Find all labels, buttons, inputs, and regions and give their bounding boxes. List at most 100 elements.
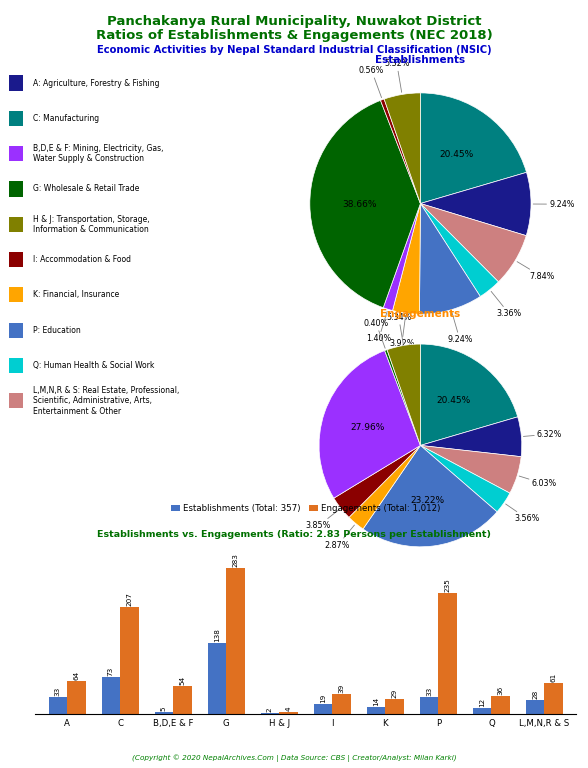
Text: 138: 138	[214, 628, 220, 642]
Legend: Establishments (Total: 357), Engagements (Total: 1,012): Establishments (Total: 357), Engagements…	[168, 501, 444, 516]
Text: 19: 19	[320, 694, 326, 703]
Text: 12: 12	[479, 698, 485, 707]
Text: B,D,E & F: Mining, Electricity, Gas,
Water Supply & Construction: B,D,E & F: Mining, Electricity, Gas, Wat…	[33, 144, 163, 164]
Bar	[9, 287, 24, 303]
Wedge shape	[383, 204, 420, 310]
Text: 235: 235	[445, 578, 450, 592]
Bar	[9, 75, 24, 91]
Text: 33: 33	[426, 687, 432, 696]
Text: 27.96%: 27.96%	[350, 422, 385, 432]
Wedge shape	[420, 445, 521, 493]
Text: K: Financial, Insurance: K: Financial, Insurance	[33, 290, 119, 300]
Text: 20.45%: 20.45%	[440, 151, 474, 159]
Wedge shape	[420, 204, 499, 296]
Text: 0.56%: 0.56%	[359, 66, 385, 98]
Bar	[9, 146, 24, 161]
Wedge shape	[420, 344, 517, 445]
Bar	[9, 252, 24, 267]
Text: P: Education: P: Education	[33, 326, 81, 335]
Title: Engagements: Engagements	[380, 309, 460, 319]
Bar	[420, 697, 438, 714]
Text: 73: 73	[108, 667, 114, 676]
Text: L,M,N,R & S: Real Estate, Professional,
Scientific, Administrative, Arts,
Entert: L,M,N,R & S: Real Estate, Professional, …	[33, 386, 179, 415]
Bar	[9, 217, 24, 232]
Text: 3.56%: 3.56%	[506, 504, 540, 524]
Text: 61: 61	[551, 673, 557, 682]
Wedge shape	[419, 204, 480, 314]
Text: 0.40%: 0.40%	[363, 319, 389, 348]
Text: Ratios of Establishments & Engagements (NEC 2018): Ratios of Establishments & Engagements (…	[96, 29, 492, 42]
Bar	[260, 713, 279, 714]
Bar	[279, 712, 298, 714]
Text: Economic Activities by Nepal Standard Industrial Classification (NSIC): Economic Activities by Nepal Standard In…	[96, 45, 492, 55]
Text: 29: 29	[392, 689, 397, 698]
Bar	[173, 687, 192, 714]
Bar	[120, 607, 139, 714]
Text: 7.84%: 7.84%	[517, 262, 554, 281]
Bar	[314, 704, 332, 714]
Wedge shape	[387, 344, 420, 445]
Text: Panchakanya Rural Municipality, Nuwakot District: Panchakanya Rural Municipality, Nuwakot …	[107, 15, 481, 28]
Text: C: Manufacturing: C: Manufacturing	[33, 114, 99, 123]
Bar	[526, 700, 544, 714]
Bar	[544, 683, 563, 714]
Bar	[473, 708, 492, 714]
Text: 4: 4	[286, 707, 292, 711]
Text: 20.45%: 20.45%	[437, 396, 471, 406]
Text: 3.85%: 3.85%	[306, 509, 339, 530]
Wedge shape	[310, 101, 420, 308]
Text: 28: 28	[532, 690, 538, 699]
Bar	[385, 700, 404, 714]
Text: (Copyright © 2020 NepalArchives.Com | Data Source: CBS | Creator/Analyst: Milan : (Copyright © 2020 NepalArchives.Com | Da…	[132, 754, 456, 762]
Wedge shape	[420, 172, 531, 236]
Text: 283: 283	[232, 553, 239, 568]
Wedge shape	[420, 93, 526, 204]
Bar	[208, 643, 226, 714]
Wedge shape	[384, 93, 420, 204]
Text: A: Agriculture, Forestry & Fishing: A: Agriculture, Forestry & Fishing	[33, 78, 159, 88]
Text: H & J: Transportation, Storage,
Information & Communication: H & J: Transportation, Storage, Informat…	[33, 214, 149, 234]
Bar	[9, 323, 24, 338]
Text: 6.32%: 6.32%	[523, 429, 562, 439]
Bar	[367, 707, 385, 714]
Text: 1.40%: 1.40%	[366, 311, 392, 343]
Text: I: Accommodation & Food: I: Accommodation & Food	[33, 255, 131, 264]
Text: 9.24%: 9.24%	[447, 312, 473, 344]
Text: Q: Human Health & Social Work: Q: Human Health & Social Work	[33, 361, 154, 370]
Wedge shape	[420, 445, 510, 511]
Text: 6.03%: 6.03%	[519, 476, 557, 488]
Bar	[438, 593, 457, 714]
Wedge shape	[363, 445, 497, 547]
Wedge shape	[420, 417, 522, 457]
Bar	[9, 358, 24, 373]
Text: 5.34%: 5.34%	[386, 313, 412, 343]
Text: 36: 36	[497, 685, 504, 694]
Text: 54: 54	[179, 676, 185, 685]
Text: 14: 14	[373, 697, 379, 706]
Text: 5: 5	[161, 706, 167, 710]
Bar	[49, 697, 67, 714]
Wedge shape	[380, 99, 420, 204]
Text: 23.22%: 23.22%	[410, 496, 445, 505]
Wedge shape	[319, 350, 420, 498]
Text: 3.36%: 3.36%	[491, 291, 522, 318]
Wedge shape	[334, 445, 420, 518]
Wedge shape	[385, 349, 420, 445]
Bar	[155, 712, 173, 714]
Title: Establishments: Establishments	[375, 55, 466, 65]
Wedge shape	[393, 204, 420, 314]
Text: G: Wholesale & Retail Trade: G: Wholesale & Retail Trade	[33, 184, 139, 194]
Wedge shape	[420, 204, 526, 282]
Text: 3.92%: 3.92%	[389, 316, 415, 349]
Bar	[9, 393, 24, 409]
Text: 5.32%: 5.32%	[384, 59, 410, 92]
Text: 38.66%: 38.66%	[342, 200, 377, 209]
Bar	[67, 681, 86, 714]
Text: 33: 33	[55, 687, 61, 696]
Wedge shape	[349, 445, 420, 529]
Bar	[332, 694, 351, 714]
Text: Establishments vs. Engagements (Ratio: 2.83 Persons per Establishment): Establishments vs. Engagements (Ratio: 2…	[97, 530, 491, 539]
Bar	[226, 568, 245, 714]
Text: 64: 64	[74, 671, 79, 680]
Text: 2: 2	[267, 707, 273, 712]
